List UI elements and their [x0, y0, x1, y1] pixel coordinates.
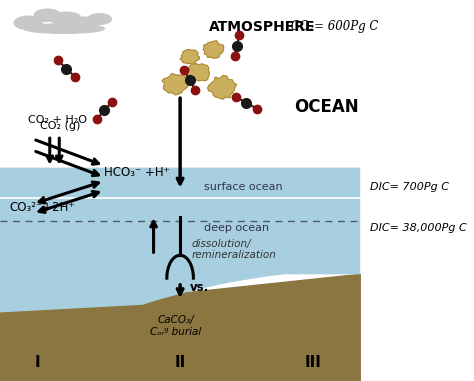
- Text: dissolution/
remineralization: dissolution/ remineralization: [192, 239, 277, 260]
- Circle shape: [9, 140, 20, 149]
- Text: I: I: [35, 355, 41, 370]
- Text: III: III: [304, 355, 321, 370]
- Ellipse shape: [14, 16, 43, 30]
- Text: CO₂= 600Pg C: CO₂= 600Pg C: [287, 20, 378, 33]
- Circle shape: [2, 120, 15, 131]
- Text: CO₃²⁻+2H⁺: CO₃²⁻+2H⁺: [9, 201, 75, 214]
- PathPatch shape: [0, 168, 360, 312]
- Text: CO₂ + H₂O: CO₂ + H₂O: [28, 115, 87, 125]
- Text: CaCO₃/
Cₒᵣᵍ burial: CaCO₃/ Cₒᵣᵍ burial: [150, 315, 201, 336]
- Polygon shape: [162, 74, 189, 95]
- Text: vs.: vs.: [190, 281, 209, 294]
- Text: HCO₃⁻ +H⁺: HCO₃⁻ +H⁺: [104, 166, 170, 179]
- Polygon shape: [187, 64, 209, 81]
- Polygon shape: [180, 50, 199, 64]
- Circle shape: [51, 125, 63, 134]
- Circle shape: [3, 100, 20, 114]
- Circle shape: [40, 101, 55, 113]
- Circle shape: [28, 101, 53, 120]
- Ellipse shape: [72, 17, 99, 29]
- Ellipse shape: [24, 24, 104, 33]
- Circle shape: [19, 115, 37, 129]
- Ellipse shape: [51, 12, 82, 26]
- Circle shape: [31, 135, 45, 147]
- Text: II: II: [174, 355, 186, 370]
- Text: surface ocean: surface ocean: [204, 182, 283, 192]
- Text: CO₂ (g): CO₂ (g): [40, 122, 81, 131]
- Text: deep ocean: deep ocean: [204, 223, 269, 233]
- Text: DIC= 38,000Pg C: DIC= 38,000Pg C: [370, 223, 466, 233]
- Polygon shape: [208, 75, 237, 99]
- Ellipse shape: [88, 14, 111, 24]
- Polygon shape: [0, 274, 360, 381]
- Circle shape: [16, 91, 36, 107]
- Polygon shape: [203, 41, 224, 58]
- Ellipse shape: [35, 9, 61, 21]
- Text: ATMOSPHERE: ATMOSPHERE: [209, 20, 315, 34]
- Text: DIC= 700Pg C: DIC= 700Pg C: [370, 182, 449, 192]
- Text: OCEAN: OCEAN: [294, 98, 358, 116]
